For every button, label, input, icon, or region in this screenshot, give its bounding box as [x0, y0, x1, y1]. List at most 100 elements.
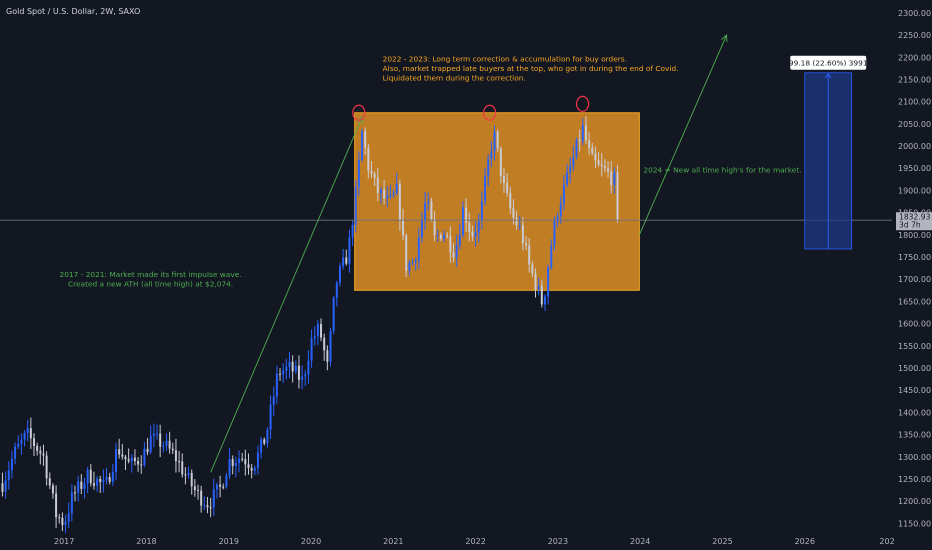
candle-body — [474, 232, 477, 237]
candle-body — [234, 462, 237, 466]
candle-body — [496, 131, 499, 149]
candle-body — [279, 373, 282, 375]
candle-body — [127, 459, 130, 462]
candle-body — [83, 483, 86, 489]
candle-body — [591, 147, 594, 154]
candle-body — [575, 139, 578, 157]
candle-body — [269, 404, 272, 430]
candle-body — [256, 452, 259, 469]
y-tick-label: 1150.00 — [898, 519, 931, 528]
candle-body — [133, 457, 136, 461]
candle-body — [357, 159, 360, 188]
candle-body — [301, 376, 304, 380]
candle-body — [45, 455, 48, 479]
candle-body — [36, 445, 39, 451]
candle-body — [518, 225, 521, 227]
top-circle-2 — [483, 104, 497, 121]
candle-body — [588, 140, 591, 148]
candle-body — [540, 285, 543, 305]
candle-body — [89, 469, 92, 484]
candle-body — [603, 166, 606, 169]
y-tick-label: 1450.00 — [898, 386, 931, 395]
candle-body — [99, 478, 102, 483]
top-circle-1 — [352, 104, 366, 121]
y-tick-label: 1800.00 — [898, 231, 931, 240]
candle-body — [23, 433, 26, 440]
candle-body — [398, 184, 401, 220]
candle-body — [20, 439, 23, 444]
impulse-note: 2017 - 2021: Market made its first impul… — [60, 270, 242, 288]
candle-body — [253, 468, 256, 471]
candle-body — [326, 350, 329, 362]
x-tick-label: 2017 — [54, 537, 74, 546]
y-tick-label: 1700.00 — [898, 275, 931, 284]
x-axis[interactable]: 2017 2018 2019 2020 2021 2022 2023 2024 2025 2026… — [54, 537, 895, 546]
x-tick-label: 2024 — [630, 537, 650, 546]
candle-body — [537, 285, 540, 290]
candle-body — [566, 172, 569, 185]
candle-body — [345, 257, 348, 264]
candle-body — [96, 478, 99, 486]
candle-body — [408, 262, 411, 271]
candle-body — [338, 266, 341, 283]
y-tick-label: 1900.00 — [898, 186, 931, 195]
candle-body — [272, 396, 275, 405]
candle-body — [430, 201, 433, 220]
candle-body — [616, 172, 619, 221]
candle-body — [465, 207, 468, 223]
candle-body — [197, 489, 200, 491]
candle-body — [310, 338, 313, 361]
candle-body — [244, 459, 247, 465]
candle-body — [143, 448, 146, 466]
candle-body — [29, 428, 32, 439]
candle-body — [219, 484, 222, 487]
y-tick-label: 1350.00 — [898, 431, 931, 440]
candle-body — [531, 264, 534, 274]
candle-body — [433, 219, 436, 236]
candle-body — [348, 237, 351, 264]
candle-body — [525, 243, 528, 246]
candle-body — [124, 456, 127, 460]
y-tick-label: 1200.00 — [898, 497, 931, 506]
candle-body — [294, 365, 297, 372]
y-tick-label: 2300.00 — [898, 9, 931, 18]
candle-body — [521, 225, 524, 244]
candle-body — [569, 166, 572, 173]
y-tick-label: 1950.00 — [898, 164, 931, 173]
top-circle-3 — [575, 95, 590, 112]
y-tick-label: 2000.00 — [898, 142, 931, 151]
candle-body — [108, 476, 111, 482]
x-tick-label: 2022 — [465, 537, 485, 546]
candle-body — [405, 235, 408, 271]
candle-body — [389, 194, 392, 196]
candle-body — [156, 433, 159, 435]
x-tick-label: 202 — [879, 537, 894, 546]
candle-body — [149, 435, 152, 453]
candle-body — [146, 448, 149, 453]
target-arrow-line — [638, 34, 728, 235]
candle-body — [222, 486, 225, 488]
candle-body — [490, 151, 493, 159]
y-tick-label: 2250.00 — [898, 31, 931, 40]
candle-body — [499, 148, 502, 177]
candle-body — [14, 446, 17, 459]
candle-body — [610, 171, 613, 185]
x-tick-label: 2020 — [301, 537, 321, 546]
candle-body — [231, 459, 234, 466]
candle-body — [379, 189, 382, 194]
candle-body — [354, 187, 357, 225]
candle-body — [594, 153, 597, 161]
candle-body — [77, 481, 80, 493]
candle-body — [307, 360, 310, 375]
candle-body — [367, 147, 370, 171]
y-axis[interactable]: 2300.00 2250.00 2200.00 2150.00 2100.00 2050.… — [896, 9, 932, 528]
x-tick-label: 2021 — [383, 537, 403, 546]
candle-body — [17, 443, 20, 447]
candle-body — [480, 201, 483, 221]
x-tick-label: 2025 — [712, 537, 732, 546]
range-note: 2022 - 2023: Long term correction & accu… — [383, 55, 679, 83]
x-tick-label: 2026 — [795, 537, 815, 546]
candle-body — [600, 164, 603, 167]
